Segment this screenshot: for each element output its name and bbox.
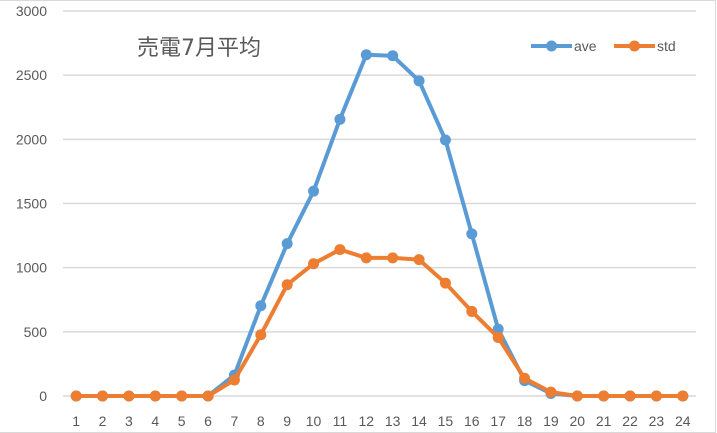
x-tick-label: 6 — [204, 413, 212, 429]
data-point-marker — [149, 390, 161, 402]
gridlines — [63, 10, 696, 397]
legend-marker-icon — [629, 40, 640, 52]
data-point-marker — [387, 252, 399, 264]
data-point-marker — [176, 390, 188, 402]
data-point-marker — [255, 300, 267, 312]
y-tick-label: 1000 — [16, 260, 47, 276]
data-point-marker — [519, 372, 531, 384]
series-line — [76, 52, 683, 398]
data-point-marker — [677, 390, 689, 402]
data-point-marker — [387, 50, 399, 62]
x-tick-label: 8 — [257, 413, 265, 429]
x-tick-label: 14 — [411, 413, 427, 429]
data-point-marker — [123, 390, 135, 402]
x-tick-label: 3 — [125, 413, 133, 429]
x-tick-label: 7 — [231, 413, 239, 429]
x-tick-label: 19 — [543, 413, 559, 429]
chart-title: 売電7月平均 — [137, 36, 261, 61]
y-tick-label: 500 — [24, 324, 48, 340]
data-point-marker — [413, 75, 425, 87]
x-tick-label: 17 — [490, 413, 506, 429]
x-tick-label: 13 — [385, 413, 401, 429]
y-tick-label: 0 — [39, 388, 47, 404]
x-tick-label: 16 — [464, 413, 480, 429]
y-tick-label: 1500 — [16, 196, 47, 212]
x-tick-label: 12 — [359, 413, 375, 429]
data-point-marker — [492, 331, 504, 343]
data-point-marker — [439, 134, 451, 146]
x-tick-label: 5 — [178, 413, 186, 429]
legend-item-std: std — [614, 38, 676, 54]
legend-item-ave: ave — [531, 38, 597, 54]
data-point-marker — [281, 238, 293, 250]
x-tick-label: 1 — [72, 413, 80, 429]
x-tick-label: 2 — [99, 413, 107, 429]
data-point-marker — [334, 113, 346, 125]
data-point-marker — [624, 390, 636, 402]
data-point-marker — [97, 390, 109, 402]
data-point-marker — [334, 244, 346, 256]
x-tick-label: 18 — [517, 413, 533, 429]
series-ave — [70, 49, 689, 402]
y-tick-label: 2000 — [16, 131, 47, 147]
data-point-marker — [439, 277, 451, 289]
data-point-marker — [545, 386, 557, 398]
x-tick-label: 11 — [333, 413, 348, 429]
series-std — [70, 244, 689, 402]
y-tick-label: 2500 — [16, 67, 47, 83]
x-tick-label: 10 — [306, 413, 322, 429]
x-axis-labels: 1 2 3 4 5 6 7 8 9 10 11 12 13 14 15 16 17 18 19 20 21 22 23 24 — [72, 413, 691, 429]
data-point-marker — [413, 254, 425, 266]
x-tick-label: 24 — [675, 413, 691, 429]
data-point-marker — [492, 323, 504, 335]
data-point-marker — [360, 49, 372, 61]
legend-label: ave — [574, 38, 597, 54]
data-point-marker — [228, 374, 240, 386]
series-lines — [70, 49, 689, 402]
legend-marker-icon — [546, 40, 557, 52]
x-tick-label: 9 — [283, 413, 291, 429]
data-point-marker — [308, 258, 320, 270]
legend-label: std — [657, 38, 676, 54]
series-line — [76, 247, 683, 398]
x-tick-label: 22 — [622, 413, 638, 429]
data-point-marker — [466, 228, 478, 240]
y-axis-labels: 0 500 1000 1500 2000 2500 3000 — [16, 3, 47, 404]
data-point-marker — [70, 390, 82, 402]
x-tick-label: 21 — [596, 413, 612, 429]
y-tick-label: 3000 — [16, 3, 47, 19]
data-point-marker — [255, 329, 267, 341]
data-point-marker — [650, 390, 662, 402]
data-point-marker — [360, 252, 372, 264]
x-tick-label: 23 — [649, 413, 665, 429]
x-tick-label: 20 — [570, 413, 586, 429]
x-tick-label: 15 — [438, 413, 454, 429]
x-tick-label: 4 — [151, 413, 159, 429]
data-point-marker — [571, 390, 583, 402]
data-point-marker — [598, 390, 610, 402]
data-point-marker — [202, 390, 214, 402]
legend: ave std — [531, 38, 676, 54]
data-point-marker — [281, 279, 293, 291]
data-point-marker — [466, 305, 478, 317]
data-point-marker — [308, 185, 320, 197]
